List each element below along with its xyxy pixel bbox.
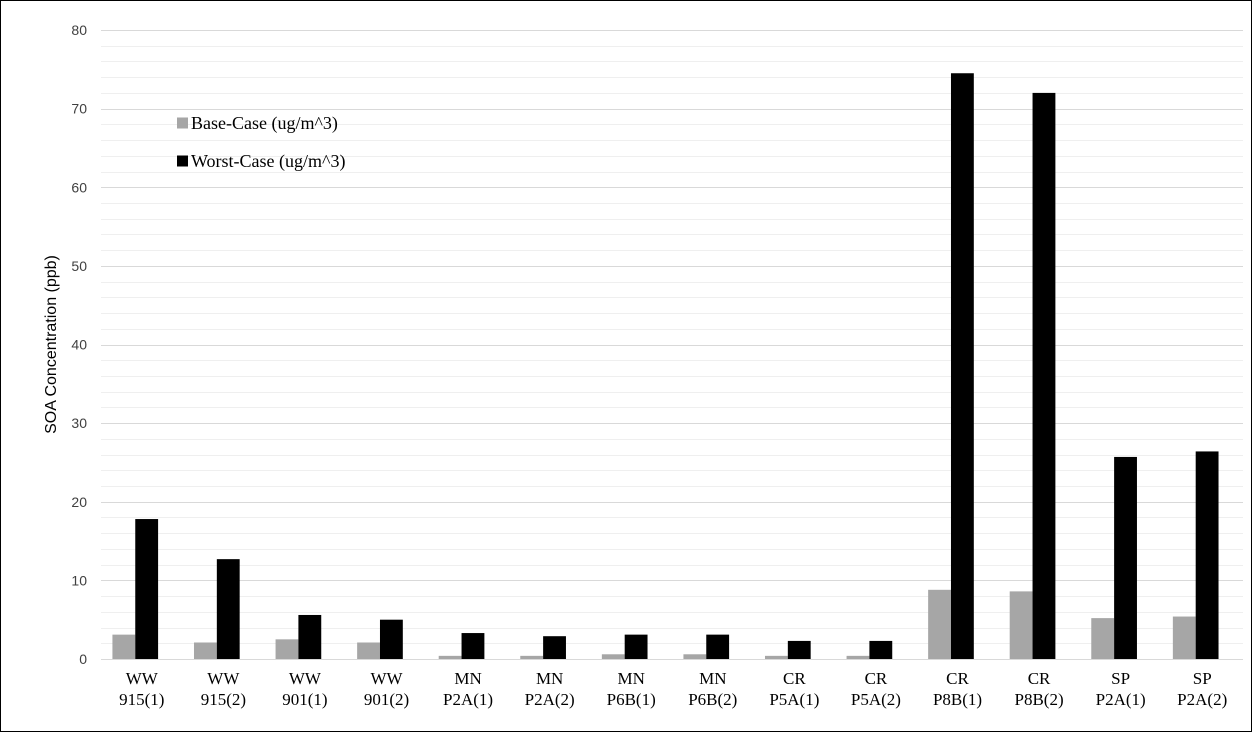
y-tick-label: 50: [71, 258, 87, 274]
x-category-labels: WW 915(1) WW 915(2) WW 901(1) WW 901(2) MN P2A(1)…: [119, 669, 1227, 709]
y-tick-label: 40: [71, 337, 87, 353]
x-category-label: CR P5A(1): [769, 669, 819, 709]
x-category-label: CR P8B(1): [933, 669, 982, 709]
bar-worst-case: [869, 640, 893, 659]
bar-base-case: [928, 589, 951, 659]
bar-base-case: [438, 655, 462, 659]
bar-worst-case: [1032, 92, 1056, 659]
bar-base-case: [275, 639, 299, 659]
bar-worst-case: [706, 634, 730, 659]
bar-worst-case: [950, 73, 974, 659]
legend-label-worst-case: Worst-Case (ug/m^3): [191, 151, 345, 172]
x-category-label: WW 901(2): [364, 669, 409, 709]
x-category-label: MN P2A(2): [525, 669, 575, 709]
bar-worst-case: [624, 634, 648, 659]
y-tick-label: 60: [71, 179, 87, 195]
y-tick-label: 20: [71, 494, 87, 510]
bar-base-case: [601, 654, 625, 659]
bar-worst-case: [787, 640, 811, 659]
x-category-label: MN P2A(1): [443, 669, 493, 709]
x-category-label: SP P2A(2): [1177, 669, 1227, 709]
y-tick-label: 0: [79, 651, 87, 667]
bar-base-case: [683, 654, 707, 659]
bars: [112, 73, 1219, 659]
bar-worst-case: [543, 636, 566, 659]
legend-label-base-case: Base-Case (ug/m^3): [191, 113, 338, 134]
y-tick-label: 70: [71, 101, 87, 117]
bar-base-case: [193, 642, 217, 659]
y-tick-label: 10: [71, 572, 87, 588]
bar-base-case: [1172, 616, 1196, 659]
x-category-label: CR P8B(2): [1015, 669, 1064, 709]
legend-swatch-worst-case: [177, 155, 188, 167]
bar-worst-case: [298, 614, 322, 659]
x-category-label: WW 915(2): [201, 669, 246, 709]
bar-base-case: [357, 642, 380, 659]
legend: Base-Case (ug/m^3) Worst-Case (ug/m^3): [177, 113, 345, 172]
x-category-label: WW 901(1): [282, 669, 327, 709]
bar-worst-case: [216, 559, 240, 659]
bar-worst-case: [1114, 456, 1137, 659]
bar-worst-case: [135, 519, 159, 659]
bar-worst-case: [379, 619, 403, 659]
bar-base-case: [764, 655, 788, 659]
bar-worst-case: [461, 633, 485, 659]
x-category-label: MN P6B(1): [607, 669, 656, 709]
x-category-label: SP P2A(1): [1096, 669, 1146, 709]
legend-swatch-base-case: [177, 117, 188, 129]
y-tick-label: 80: [71, 22, 87, 38]
bar-worst-case: [1195, 451, 1219, 659]
y-axis-title: SOA Concentration (ppb): [43, 255, 60, 434]
y-tick-labels: 0 10 20 30 40 50 60 70 80: [71, 22, 87, 667]
x-category-label: WW 915(1): [119, 669, 164, 709]
y-tick-label: 30: [71, 415, 87, 431]
bar-base-case: [520, 655, 544, 659]
x-category-label: MN P6B(2): [688, 669, 737, 709]
x-category-label: CR P5A(2): [851, 669, 901, 709]
bar-base-case: [1009, 591, 1033, 659]
bar-base-case: [846, 655, 870, 659]
bar-base-case: [112, 634, 136, 659]
bar-base-case: [1091, 618, 1115, 659]
